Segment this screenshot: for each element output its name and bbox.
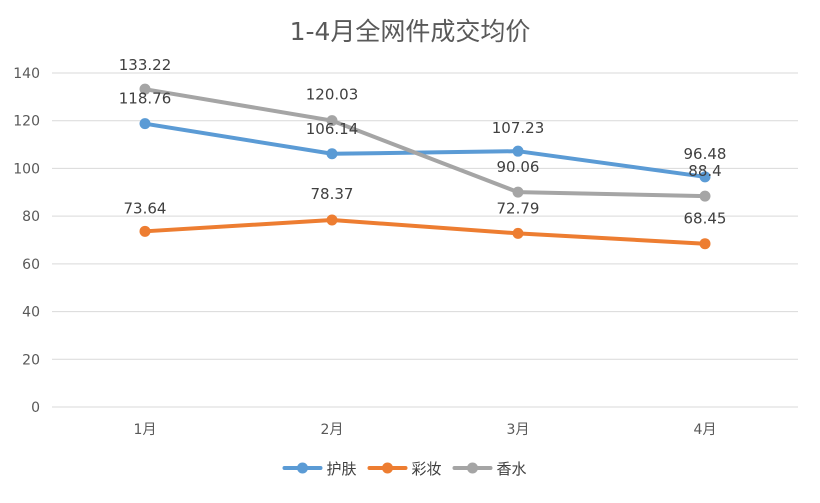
y-tick-label: 20 [22,352,40,368]
data-label: 72.79 [497,199,540,217]
data-point [326,115,338,127]
legend-item: 彩妆 [367,460,442,478]
y-tick-label: 80 [22,209,40,225]
data-point [139,225,151,237]
y-tick-label: 0 [31,400,40,416]
data-label: 78.37 [311,185,354,203]
y-axis-ticks: 0 20 40 60 80 100 120 140 [13,66,40,416]
series-line [143,121,707,179]
x-tick-label: 3月 [507,422,530,438]
gridlines [52,72,798,408]
data-label: 88.4 [688,162,721,180]
x-tick-label: 4月 [694,422,717,438]
data-point [326,214,338,226]
y-tick-label: 120 [13,114,40,130]
y-tick-label: 140 [13,66,40,82]
data-point [139,83,151,95]
chart-title: 1-4月全网件成交均价 [290,17,531,46]
data-label: 73.64 [124,199,167,217]
data-label: 133.22 [119,56,172,74]
legend-swatch-marker [467,462,478,474]
data-point [139,118,151,130]
data-label: 106.14 [306,120,359,138]
data-point [512,145,524,157]
legend-label: 彩妆 [412,460,442,478]
y-tick-label: 100 [13,161,40,177]
y-tick-label: 40 [22,305,40,321]
legend-swatch-marker [297,462,308,474]
data-point [699,190,711,202]
x-axis-ticks: 1月 2月 3月 4月 [134,422,717,438]
data-labels: 118.76 106.14 107.23 96.48 73.64 78.37 72.79 68… [119,56,727,228]
series-line [143,218,707,246]
data-label: 120.03 [306,86,359,104]
legend-swatch-marker [382,462,393,474]
x-tick-label: 1月 [134,422,157,438]
legend-label: 香水 [497,460,527,478]
data-label: 107.23 [492,119,545,137]
y-tick-label: 60 [22,257,40,273]
series-line [143,87,707,199]
legend: 护肤 彩妆 香水 [282,460,527,478]
x-tick-label: 2月 [321,422,344,438]
data-point [512,227,524,239]
data-label: 68.45 [684,210,727,228]
data-point [699,238,711,250]
data-point [699,171,711,183]
data-point [512,186,524,198]
data-label: 90.06 [497,158,540,176]
data-point [326,148,338,160]
data-label: 118.76 [119,90,172,108]
legend-item: 护肤 [282,460,357,478]
data-label: 96.48 [684,145,727,163]
series-lines [139,83,711,250]
legend-label: 护肤 [327,460,357,478]
legend-item: 香水 [452,460,527,478]
